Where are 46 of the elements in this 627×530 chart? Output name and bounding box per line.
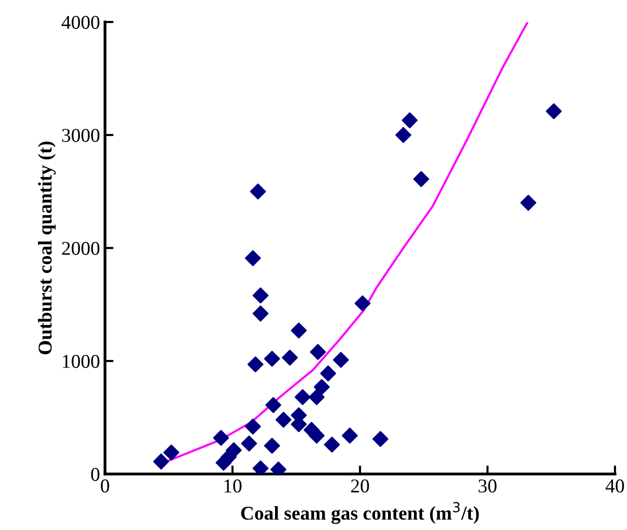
point [294,389,311,406]
point [520,194,536,211]
point [308,389,325,406]
point [252,460,269,474]
point [324,436,340,453]
x-axis-title: Coal seam gas content (m$^{3}$/t) [241,502,479,524]
point [247,356,264,372]
y-tick-label: 1000 [62,354,100,368]
point [546,103,562,120]
point [153,454,170,470]
point [413,171,430,188]
point [241,436,258,452]
point [354,295,371,312]
point [252,306,269,322]
x-tick-label: 20 [351,479,369,493]
point [163,444,180,461]
point [213,430,230,446]
point [395,127,412,143]
point [372,430,388,447]
point [226,442,242,458]
point [402,112,418,128]
point [320,365,336,382]
point [314,379,330,395]
point [308,428,325,444]
point [252,287,269,304]
y-axis-title: Outburst coal quantity (t) [38,142,56,354]
y-tick-label: 3000 [62,128,100,142]
point [342,428,358,444]
point [265,397,282,414]
point [244,418,261,435]
x-tick-label: 30 [478,479,496,493]
y-tick-label: 4000 [62,16,100,29]
point [244,250,261,266]
point [264,350,280,367]
y-tick-label: 0 [91,468,100,481]
point [290,322,307,338]
y-tick-label: 2000 [62,242,100,255]
point [276,412,292,428]
x-tick-label: 0 [100,479,110,493]
x-tick-label: 10 [224,479,242,493]
x-tick-label: 40 [606,479,624,493]
point [250,184,266,200]
point [264,438,280,454]
point [282,350,298,366]
point [332,352,349,368]
point [310,344,326,360]
